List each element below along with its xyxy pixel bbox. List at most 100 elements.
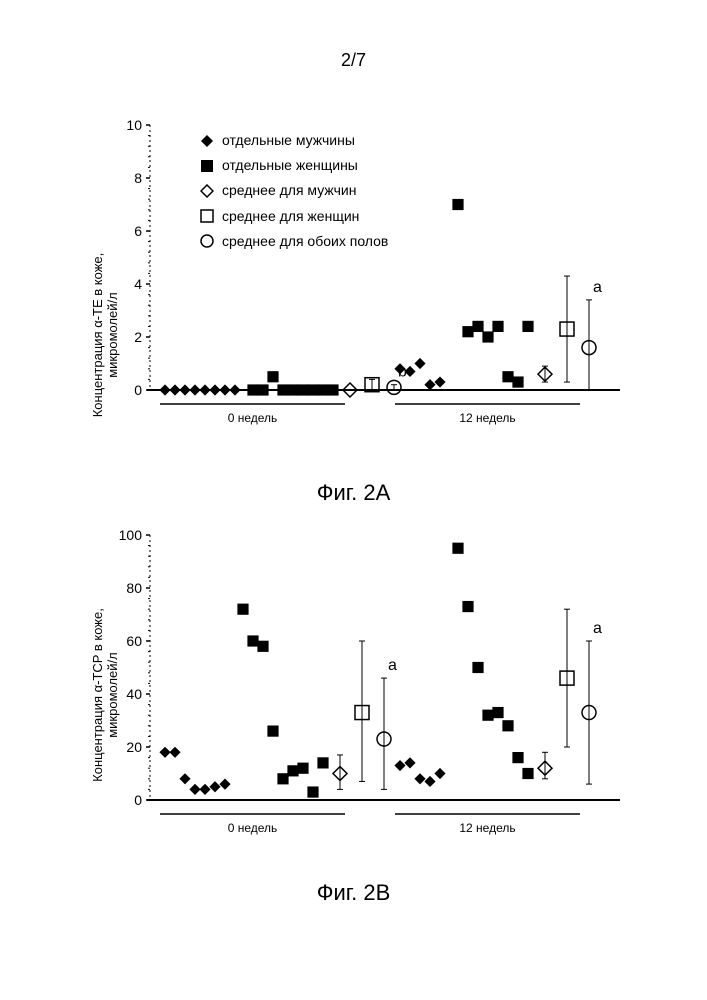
square-fill-marker [522,321,533,332]
ytick-label: 6 [134,223,142,239]
group-label: 12 недель [459,821,515,835]
diamond-fill-marker [424,776,435,787]
group-label: 0 недель [228,821,278,835]
fig-b-label: Фиг. 2B [317,880,391,906]
square-fill-marker [502,720,513,731]
square-fill-marker [492,707,503,718]
diamond-fill-marker [199,384,210,395]
square-fill-marker [452,543,463,554]
ytick-label: 60 [126,633,142,649]
square-fill-marker [472,662,483,673]
square-fill-marker [472,321,483,332]
square-fill-marker [287,765,298,776]
diamond-fill-marker [179,384,190,395]
square-fill-marker [277,773,288,784]
diamond-fill-marker [219,779,230,790]
square-fill-icon [200,159,214,173]
diamond-fill-marker [434,376,445,387]
diamond-fill-marker [159,384,170,395]
diamond-fill-marker [179,773,190,784]
annotation: a [593,279,602,296]
square-fill-marker [247,635,258,646]
diamond-fill-marker [219,384,230,395]
diamond-fill-marker [189,384,200,395]
square-fill-marker [257,384,268,395]
diamond-fill-icon [200,134,214,148]
diamond-fill-marker [169,747,180,758]
square-fill-marker [267,726,278,737]
ytick-label: 8 [134,170,142,186]
ytick-label: 0 [134,382,142,398]
fig-a-label: Фиг. 2A [317,480,391,506]
square-fill-marker [512,752,523,763]
square-open-icon [200,209,214,223]
chart-a-ylabel: Концентрация α-TE в коже,микромолей/л [90,235,120,435]
ytick-label: 0 [134,792,142,808]
square-fill-marker [267,371,278,382]
ytick-label: 10 [126,120,142,133]
square-fill-marker [327,384,338,395]
chart-b-container: Концентрация α-TCP в коже,микромолей/л 0… [90,530,630,870]
square-fill-marker [462,326,473,337]
page-number: 2/7 [341,50,366,71]
square-fill-marker [452,199,463,210]
ytick-label: 20 [126,739,142,755]
square-fill-marker [462,601,473,612]
legend-label: среднее для женщин [222,204,359,229]
legend-item: среднее для мужчин [200,178,388,203]
square-fill-marker [307,786,318,797]
annotation: a [593,620,602,637]
ytick-label: 2 [134,329,142,345]
circle-open-icon [200,234,214,248]
legend-item: отдельные мужчины [200,128,388,153]
ytick-label: 80 [126,580,142,596]
diamond-fill-marker [434,768,445,779]
diamond-fill-marker [199,784,210,795]
ytick-label: 4 [134,276,142,292]
group-label: 12 недель [459,411,515,425]
square-fill-marker [522,768,533,779]
diamond-fill-marker [414,773,425,784]
legend-item: отдельные женщины [200,153,388,178]
diamond-fill-marker [159,747,170,758]
legend-item: среднее для обоих полов [200,229,388,254]
legend-label: среднее для мужчин [222,178,356,203]
square-fill-marker [257,641,268,652]
square-fill-marker [297,384,308,395]
group-label: 0 недель [228,411,278,425]
square-fill-marker [512,376,523,387]
chart-b-plot: 0 20 40 60 80 100 a 0 недель a 12 недель [90,530,630,850]
ytick-label: 100 [119,530,143,543]
legend-item: среднее для женщин [200,204,388,229]
diamond-fill-marker [169,384,180,395]
ytick-label: 40 [126,686,142,702]
diamond-fill-marker [209,781,220,792]
legend-label: среднее для обоих полов [222,229,388,254]
diamond-fill-marker [404,757,415,768]
square-fill-marker [297,763,308,774]
diamond-fill-marker [229,384,240,395]
diamond-fill-marker [424,379,435,390]
square-fill-marker [287,384,298,395]
square-fill-marker [247,384,258,395]
square-fill-marker [277,384,288,395]
legend: отдельные мужчиныотдельные женщинысредне… [200,128,388,254]
square-fill-marker [502,371,513,382]
legend-label: отдельные женщины [222,153,358,178]
annotation: a [388,657,397,674]
chart-a-container: отдельные мужчиныотдельные женщинысредне… [90,120,630,470]
diamond-open-icon [200,184,214,198]
diamond-fill-marker [189,784,200,795]
square-fill-marker [482,710,493,721]
square-fill-marker [317,757,328,768]
legend-label: отдельные мужчины [222,128,355,153]
chart-b-ylabel: Концентрация α-TCP в коже,микромолей/л [90,595,120,795]
diamond-fill-marker [394,760,405,771]
square-fill-marker [317,384,328,395]
square-fill-marker [482,331,493,342]
square-fill-marker [492,321,503,332]
square-fill-marker [307,384,318,395]
square-fill-marker [237,604,248,615]
diamond-fill-marker [414,358,425,369]
diamond-fill-marker [209,384,220,395]
